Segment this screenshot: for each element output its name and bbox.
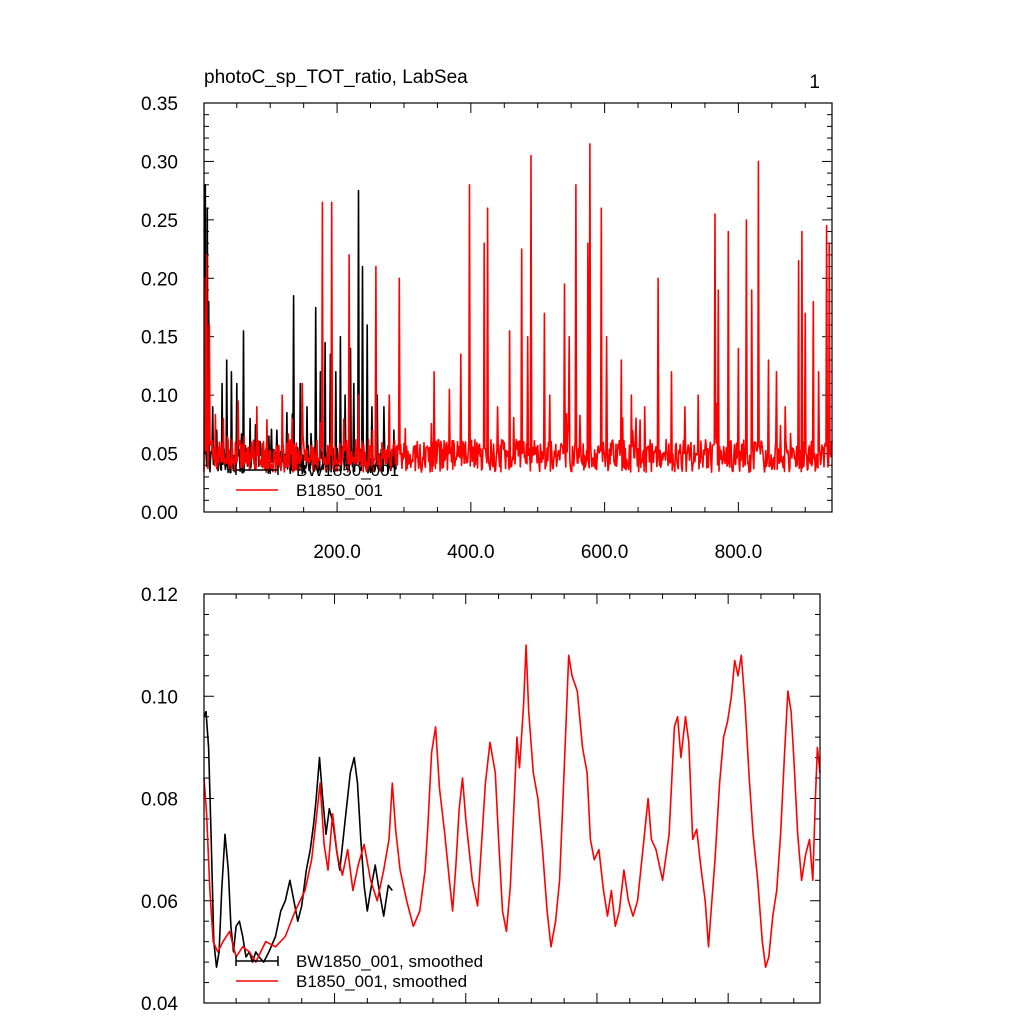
- y-tick-label: 0.04: [141, 994, 178, 1015]
- top-legend: BW1850_001 B1850_001: [235, 461, 399, 500]
- y-tick-label: 0.12: [141, 585, 178, 606]
- series-line-bw1850-001-smoothed: [203, 710, 393, 968]
- top-series-lines: [203, 143, 833, 475]
- y-tick-label: 0.25: [141, 211, 178, 232]
- top-panel: photoC_sp_TOT_ratio, LabSea 1 0.000.050.…: [141, 67, 833, 563]
- chart-title: photoC_sp_TOT_ratio, LabSea: [204, 67, 468, 88]
- legend-label-bw1850: BW1850_001: [296, 461, 399, 480]
- y-tick-label: 0.10: [141, 386, 178, 407]
- bottom-legend: BW1850_001, smoothed B1850_001, smoothed: [235, 952, 483, 991]
- series-line-bw1850-001: [203, 184, 399, 475]
- y-tick-label: 0.06: [141, 892, 178, 913]
- x-tick-label: 200.0: [313, 542, 361, 563]
- y-tick-label: 0.05: [141, 445, 178, 466]
- legend-label-b1850-smoothed: B1850_001, smoothed: [296, 972, 467, 991]
- y-tick-label: 0.15: [141, 328, 178, 349]
- top-axes-ticks: 0.00 0.05 0.10 0.15 0.20 0.25 0.30 0.35 200.0 400…: [141, 94, 832, 563]
- top-plot-frame: [203, 102, 833, 513]
- page-number: 1: [809, 72, 820, 93]
- x-tick-label: 600.0: [581, 542, 629, 563]
- series-line-b1850-001: [203, 143, 833, 474]
- y-tick-label: 0.35: [141, 94, 178, 115]
- x-tick-label: 800.0: [715, 542, 763, 563]
- y-tick-label: 0.30: [141, 152, 178, 173]
- legend-label-b1850: B1850_001: [296, 481, 383, 500]
- bottom-plot-frame: [203, 593, 821, 1004]
- series-line-b1850-001-smoothed: [203, 644, 821, 968]
- legend-label-bw1850-smoothed: BW1850_001, smoothed: [296, 952, 483, 971]
- y-tick-label: 0.10: [141, 687, 178, 708]
- y-tick-label: 0.00: [141, 503, 178, 524]
- x-tick-label: 400.0: [447, 542, 495, 563]
- bottom-panel: 0.04 0.06 0.08 0.10 0.12 BW1850_001, smoothe…: [141, 585, 821, 1015]
- bottom-series-lines: [203, 644, 821, 968]
- y-tick-label: 0.20: [141, 269, 178, 290]
- y-tick-label: 0.08: [141, 790, 178, 811]
